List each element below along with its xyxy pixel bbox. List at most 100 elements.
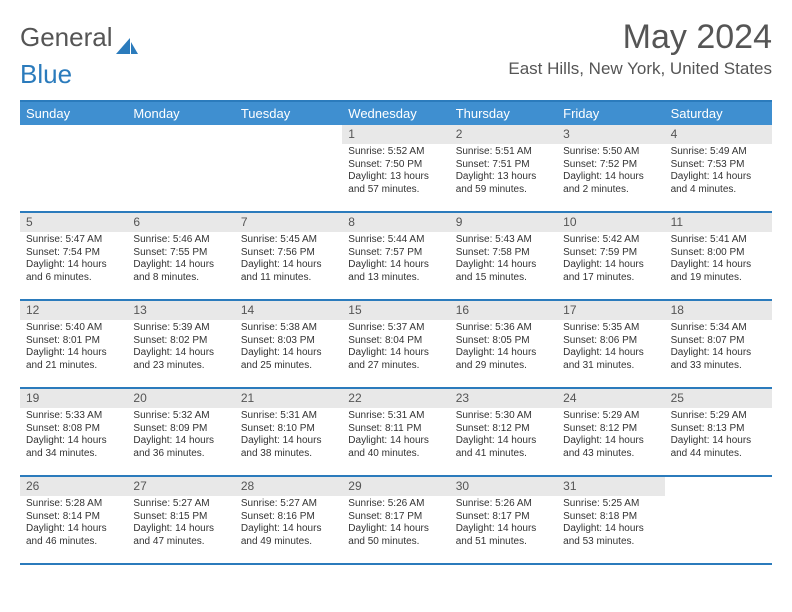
sunrise-text: Sunrise: 5:35 AM: [563, 322, 658, 335]
sunrise-text: Sunrise: 5:52 AM: [348, 146, 443, 159]
calendar-cell: 20Sunrise: 5:32 AMSunset: 8:09 PMDayligh…: [127, 389, 234, 475]
day-details: Sunrise: 5:37 AMSunset: 8:04 PMDaylight:…: [342, 320, 449, 376]
title-block: May 2024 East Hills, New York, United St…: [508, 18, 772, 79]
weekday-fri: Friday: [557, 102, 664, 125]
sunrise-text: Sunrise: 5:45 AM: [241, 234, 336, 247]
brand-part2: Blue: [20, 59, 72, 90]
sunset-text: Sunset: 8:03 PM: [241, 335, 336, 348]
day-number: 3: [557, 125, 664, 144]
day-number: 11: [665, 213, 772, 232]
day-number: 13: [127, 301, 234, 320]
daylight-text: Daylight: 14 hours and 19 minutes.: [671, 259, 766, 284]
calendar-cell: 11Sunrise: 5:41 AMSunset: 8:00 PMDayligh…: [665, 213, 772, 299]
calendar-cell: 19Sunrise: 5:33 AMSunset: 8:08 PMDayligh…: [20, 389, 127, 475]
weekday-thu: Thursday: [450, 102, 557, 125]
daylight-text: Daylight: 14 hours and 46 minutes.: [26, 523, 121, 548]
calendar-cell: 5Sunrise: 5:47 AMSunset: 7:54 PMDaylight…: [20, 213, 127, 299]
day-details: Sunrise: 5:42 AMSunset: 7:59 PMDaylight:…: [557, 232, 664, 288]
day-details: Sunrise: 5:27 AMSunset: 8:15 PMDaylight:…: [127, 496, 234, 552]
calendar-cell: 16Sunrise: 5:36 AMSunset: 8:05 PMDayligh…: [450, 301, 557, 387]
calendar-cell: 22Sunrise: 5:31 AMSunset: 8:11 PMDayligh…: [342, 389, 449, 475]
sunrise-text: Sunrise: 5:32 AM: [133, 410, 228, 423]
day-number: 6: [127, 213, 234, 232]
calendar-cell: 9Sunrise: 5:43 AMSunset: 7:58 PMDaylight…: [450, 213, 557, 299]
day-details: Sunrise: 5:26 AMSunset: 8:17 PMDaylight:…: [450, 496, 557, 552]
daylight-text: Daylight: 14 hours and 40 minutes.: [348, 435, 443, 460]
day-number: 14: [235, 301, 342, 320]
daylight-text: Daylight: 14 hours and 43 minutes.: [563, 435, 658, 460]
day-number: 21: [235, 389, 342, 408]
sunset-text: Sunset: 7:55 PM: [133, 247, 228, 260]
day-number: 9: [450, 213, 557, 232]
day-details: Sunrise: 5:38 AMSunset: 8:03 PMDaylight:…: [235, 320, 342, 376]
sunrise-text: Sunrise: 5:42 AM: [563, 234, 658, 247]
sunset-text: Sunset: 8:04 PM: [348, 335, 443, 348]
calendar-cell: 21Sunrise: 5:31 AMSunset: 8:10 PMDayligh…: [235, 389, 342, 475]
day-details: Sunrise: 5:46 AMSunset: 7:55 PMDaylight:…: [127, 232, 234, 288]
day-details: Sunrise: 5:36 AMSunset: 8:05 PMDaylight:…: [450, 320, 557, 376]
day-number: 25: [665, 389, 772, 408]
calendar-cell: [235, 125, 342, 211]
daylight-text: Daylight: 14 hours and 49 minutes.: [241, 523, 336, 548]
daylight-text: Daylight: 14 hours and 13 minutes.: [348, 259, 443, 284]
calendar-cell: 2Sunrise: 5:51 AMSunset: 7:51 PMDaylight…: [450, 125, 557, 211]
sunrise-text: Sunrise: 5:50 AM: [563, 146, 658, 159]
daylight-text: Daylight: 14 hours and 50 minutes.: [348, 523, 443, 548]
calendar-cell: 10Sunrise: 5:42 AMSunset: 7:59 PMDayligh…: [557, 213, 664, 299]
day-number: 1: [342, 125, 449, 144]
brand-part1: General: [20, 22, 113, 53]
day-number: [235, 125, 342, 144]
day-details: Sunrise: 5:31 AMSunset: 8:11 PMDaylight:…: [342, 408, 449, 464]
daylight-text: Daylight: 14 hours and 44 minutes.: [671, 435, 766, 460]
sunset-text: Sunset: 8:17 PM: [456, 511, 551, 524]
daylight-text: Daylight: 14 hours and 27 minutes.: [348, 347, 443, 372]
sunrise-text: Sunrise: 5:38 AM: [241, 322, 336, 335]
day-number: 18: [665, 301, 772, 320]
day-number: 22: [342, 389, 449, 408]
calendar-cell: 13Sunrise: 5:39 AMSunset: 8:02 PMDayligh…: [127, 301, 234, 387]
calendar-cell: [20, 125, 127, 211]
sunrise-text: Sunrise: 5:49 AM: [671, 146, 766, 159]
day-details: Sunrise: 5:29 AMSunset: 8:13 PMDaylight:…: [665, 408, 772, 464]
day-details: Sunrise: 5:50 AMSunset: 7:52 PMDaylight:…: [557, 144, 664, 200]
calendar-cell: 14Sunrise: 5:38 AMSunset: 8:03 PMDayligh…: [235, 301, 342, 387]
daylight-text: Daylight: 14 hours and 8 minutes.: [133, 259, 228, 284]
calendar-cell: 17Sunrise: 5:35 AMSunset: 8:06 PMDayligh…: [557, 301, 664, 387]
brand-logo: General: [20, 22, 138, 53]
day-number: [665, 477, 772, 496]
sunset-text: Sunset: 7:51 PM: [456, 159, 551, 172]
calendar-cell: 4Sunrise: 5:49 AMSunset: 7:53 PMDaylight…: [665, 125, 772, 211]
sunrise-text: Sunrise: 5:26 AM: [348, 498, 443, 511]
sunset-text: Sunset: 8:00 PM: [671, 247, 766, 260]
day-number: 17: [557, 301, 664, 320]
day-details: Sunrise: 5:49 AMSunset: 7:53 PMDaylight:…: [665, 144, 772, 200]
daylight-text: Daylight: 14 hours and 47 minutes.: [133, 523, 228, 548]
day-details: Sunrise: 5:29 AMSunset: 8:12 PMDaylight:…: [557, 408, 664, 464]
sunrise-text: Sunrise: 5:33 AM: [26, 410, 121, 423]
daylight-text: Daylight: 14 hours and 15 minutes.: [456, 259, 551, 284]
sunset-text: Sunset: 7:50 PM: [348, 159, 443, 172]
calendar-cell: 30Sunrise: 5:26 AMSunset: 8:17 PMDayligh…: [450, 477, 557, 563]
sunrise-text: Sunrise: 5:27 AM: [133, 498, 228, 511]
weekday-sun: Sunday: [20, 102, 127, 125]
day-details: Sunrise: 5:39 AMSunset: 8:02 PMDaylight:…: [127, 320, 234, 376]
sunset-text: Sunset: 8:01 PM: [26, 335, 121, 348]
daylight-text: Daylight: 14 hours and 4 minutes.: [671, 171, 766, 196]
daylight-text: Daylight: 14 hours and 25 minutes.: [241, 347, 336, 372]
logo-sail-icon: [116, 30, 138, 46]
daylight-text: Daylight: 13 hours and 57 minutes.: [348, 171, 443, 196]
calendar-cell: 23Sunrise: 5:30 AMSunset: 8:12 PMDayligh…: [450, 389, 557, 475]
weeks-container: 1Sunrise: 5:52 AMSunset: 7:50 PMDaylight…: [20, 125, 772, 565]
calendar-week: 12Sunrise: 5:40 AMSunset: 8:01 PMDayligh…: [20, 301, 772, 389]
daylight-text: Daylight: 14 hours and 2 minutes.: [563, 171, 658, 196]
calendar-week: 1Sunrise: 5:52 AMSunset: 7:50 PMDaylight…: [20, 125, 772, 213]
sunset-text: Sunset: 8:17 PM: [348, 511, 443, 524]
day-details: Sunrise: 5:25 AMSunset: 8:18 PMDaylight:…: [557, 496, 664, 552]
day-number: 2: [450, 125, 557, 144]
day-number: 26: [20, 477, 127, 496]
sunset-text: Sunset: 7:56 PM: [241, 247, 336, 260]
location-text: East Hills, New York, United States: [508, 59, 772, 79]
daylight-text: Daylight: 14 hours and 23 minutes.: [133, 347, 228, 372]
day-number: 10: [557, 213, 664, 232]
day-number: [20, 125, 127, 144]
